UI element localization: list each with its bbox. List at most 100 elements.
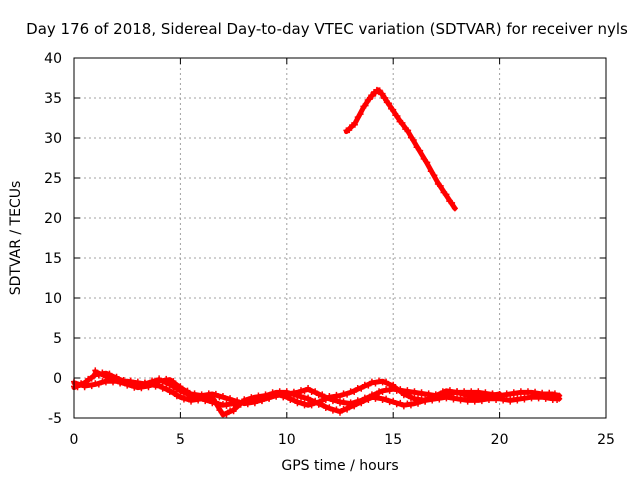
data-point [451, 205, 458, 212]
data-point [276, 388, 283, 395]
data-point [290, 396, 297, 403]
data-point [195, 397, 202, 404]
data-point [510, 395, 517, 402]
data-point [209, 395, 216, 402]
data-point [485, 393, 492, 400]
data-point [191, 395, 198, 402]
x-tick-label: 15 [384, 432, 402, 448]
data-point [219, 410, 226, 417]
data-point [361, 381, 368, 388]
data-point [446, 393, 453, 400]
data-point [368, 378, 375, 385]
data-point [454, 388, 461, 395]
data-point [305, 394, 312, 401]
data-point [184, 387, 191, 394]
data-point [503, 395, 510, 402]
data-point [390, 381, 397, 388]
x-tick-label: 25 [597, 432, 615, 448]
data-point [223, 402, 230, 409]
data-point [346, 127, 353, 134]
data-point [517, 394, 524, 401]
data-point [411, 399, 418, 406]
data-point [145, 382, 152, 389]
data-point [521, 396, 528, 403]
data-point [205, 393, 212, 400]
data-point [110, 377, 117, 384]
data-point [170, 388, 177, 395]
data-point [427, 168, 434, 175]
data-point [454, 394, 461, 401]
data-point [156, 381, 163, 388]
y-tick-label: 10 [44, 291, 62, 307]
data-point [216, 407, 223, 414]
data-point [223, 396, 230, 403]
tick-layer: 0 5 10 15 20 25 -5 0 5 10 15 20 25 30 35 40 [44, 51, 615, 448]
data-point [223, 411, 230, 418]
data-point [450, 390, 457, 397]
data-point [397, 387, 404, 394]
data-point [422, 392, 429, 399]
data-point [539, 393, 546, 399]
data-point [297, 392, 304, 399]
data-point [163, 385, 170, 391]
data-point [437, 182, 444, 189]
data-point [424, 159, 431, 166]
data-point [415, 391, 422, 398]
data-point [312, 388, 319, 395]
data-point [191, 390, 198, 397]
data-point [308, 389, 315, 395]
data-point [102, 374, 109, 381]
series-arc-high [343, 86, 458, 212]
data-point [399, 119, 406, 126]
data-point [290, 390, 297, 397]
data-point [521, 390, 528, 397]
data-point [546, 394, 553, 401]
data-point [248, 394, 255, 401]
data-point [496, 391, 503, 397]
y-tick-label: 35 [44, 91, 62, 107]
data-point [425, 394, 432, 401]
data-point [514, 397, 521, 404]
data-point [85, 381, 92, 388]
data-point [322, 405, 329, 411]
data-point [234, 402, 241, 409]
data-point [301, 395, 308, 402]
data-point [379, 397, 386, 403]
x-tick-label: 10 [278, 432, 296, 448]
data-point [361, 396, 368, 403]
x-axis-label: GPS time / hours [281, 458, 398, 474]
data-point [457, 391, 464, 398]
y-tick-label: 15 [44, 251, 62, 267]
data-point [340, 405, 347, 412]
data-point [517, 388, 524, 395]
data-point [379, 379, 386, 386]
data-point [216, 394, 223, 401]
data-point [461, 390, 468, 397]
data-point [340, 390, 347, 397]
data-point [390, 106, 397, 113]
data-point [251, 395, 258, 402]
y-tick-label: 25 [44, 171, 62, 187]
data-point [351, 121, 358, 128]
data-point [365, 382, 372, 389]
data-point [468, 391, 475, 398]
y-tick-label: 20 [44, 211, 62, 227]
data-point [420, 155, 427, 162]
data-point [294, 393, 301, 400]
data-point [131, 380, 138, 387]
data-point [439, 388, 446, 395]
data-point [95, 381, 102, 388]
data-point [287, 397, 294, 403]
data-point [141, 379, 148, 386]
data-point [524, 388, 531, 395]
data-point [415, 400, 422, 407]
y-tick-label: 40 [44, 51, 62, 67]
data-point [400, 392, 407, 399]
data-point [457, 397, 464, 404]
data-point [88, 375, 95, 382]
data-point [450, 396, 457, 403]
data-point [372, 380, 379, 387]
data-point [354, 399, 361, 406]
data-point [120, 377, 127, 383]
